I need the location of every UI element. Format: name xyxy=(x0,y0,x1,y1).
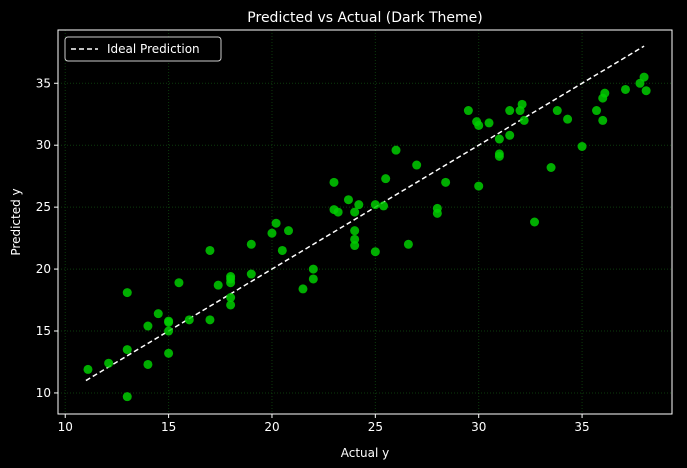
x-tick-label: 15 xyxy=(161,420,176,434)
data-point xyxy=(641,86,651,96)
data-point xyxy=(122,345,132,355)
data-point xyxy=(246,269,256,279)
x-tick-label: 20 xyxy=(264,420,279,434)
data-point xyxy=(563,114,573,124)
data-point xyxy=(350,234,360,244)
y-tick-label: 15 xyxy=(36,324,51,338)
y-tick-label: 25 xyxy=(36,200,51,214)
data-point xyxy=(350,241,360,251)
data-point xyxy=(381,174,391,184)
data-point xyxy=(271,218,281,228)
data-point xyxy=(343,195,353,205)
data-point xyxy=(598,115,608,125)
ideal-line-layer xyxy=(85,45,645,382)
y-tick-label: 35 xyxy=(36,76,51,90)
data-point xyxy=(213,280,223,290)
data-point xyxy=(153,309,163,319)
data-point xyxy=(519,115,529,125)
data-point xyxy=(600,88,610,98)
data-point xyxy=(143,359,153,369)
data-point xyxy=(329,177,339,187)
data-point xyxy=(333,207,343,217)
points-layer xyxy=(83,72,651,402)
data-point xyxy=(592,106,602,116)
grid xyxy=(58,30,672,414)
legend: Ideal Prediction xyxy=(64,36,222,62)
data-point xyxy=(122,288,132,298)
data-point xyxy=(83,364,93,374)
data-point xyxy=(432,208,442,218)
data-point xyxy=(639,72,649,82)
data-point xyxy=(226,278,236,288)
data-point xyxy=(441,177,451,187)
data-point xyxy=(284,226,294,236)
data-point xyxy=(308,274,318,284)
y-axis-ticks: 10 15 20 25 30 35 xyxy=(36,76,58,400)
chart-title: Predicted vs Actual (Dark Theme) xyxy=(247,10,482,26)
data-point xyxy=(370,200,380,210)
x-tick-label: 25 xyxy=(368,420,383,434)
data-point xyxy=(403,239,413,249)
legend-entry-ideal-prediction: Ideal Prediction xyxy=(107,42,200,56)
data-point xyxy=(277,245,287,255)
data-point xyxy=(505,130,515,140)
data-point xyxy=(354,200,364,210)
data-point xyxy=(546,162,556,172)
data-point xyxy=(226,293,236,303)
data-point xyxy=(530,217,540,227)
data-point xyxy=(164,326,174,336)
data-point xyxy=(246,239,256,249)
data-point xyxy=(494,134,504,144)
data-point xyxy=(350,226,360,236)
data-point xyxy=(391,145,401,155)
data-point xyxy=(122,392,132,402)
legend-box xyxy=(64,36,222,62)
data-point xyxy=(205,245,215,255)
data-point xyxy=(517,99,527,109)
data-point xyxy=(164,317,174,327)
data-point xyxy=(463,106,473,116)
data-point xyxy=(474,120,484,130)
x-tick-label: 35 xyxy=(574,420,589,434)
data-point xyxy=(484,118,494,128)
data-point xyxy=(267,228,277,238)
x-axis-ticks: 10 15 20 25 30 35 xyxy=(58,414,590,434)
data-point xyxy=(164,348,174,358)
y-tick-label: 30 xyxy=(36,138,51,152)
x-tick-label: 30 xyxy=(471,420,486,434)
y-tick-label: 10 xyxy=(36,386,51,400)
data-point xyxy=(412,160,422,170)
data-point xyxy=(474,181,484,191)
data-point xyxy=(143,321,153,331)
ideal-prediction-line xyxy=(85,45,645,382)
x-tick-label: 10 xyxy=(58,420,73,434)
data-point xyxy=(184,315,194,325)
data-point xyxy=(577,141,587,151)
data-point xyxy=(226,300,236,310)
plot-frame xyxy=(57,29,673,415)
y-axis-label: Predicted y xyxy=(9,188,23,255)
data-point xyxy=(370,247,380,257)
data-point xyxy=(620,84,630,94)
data-point xyxy=(350,207,360,217)
data-point xyxy=(298,284,308,294)
data-point xyxy=(104,358,114,368)
y-tick-label: 20 xyxy=(36,262,51,276)
data-point xyxy=(308,264,318,274)
data-point xyxy=(552,106,562,116)
data-point xyxy=(494,151,504,161)
data-point xyxy=(379,201,389,211)
data-point xyxy=(505,106,515,116)
data-point xyxy=(205,315,215,325)
data-point xyxy=(174,278,184,288)
x-axis-label: Actual y xyxy=(341,446,390,460)
